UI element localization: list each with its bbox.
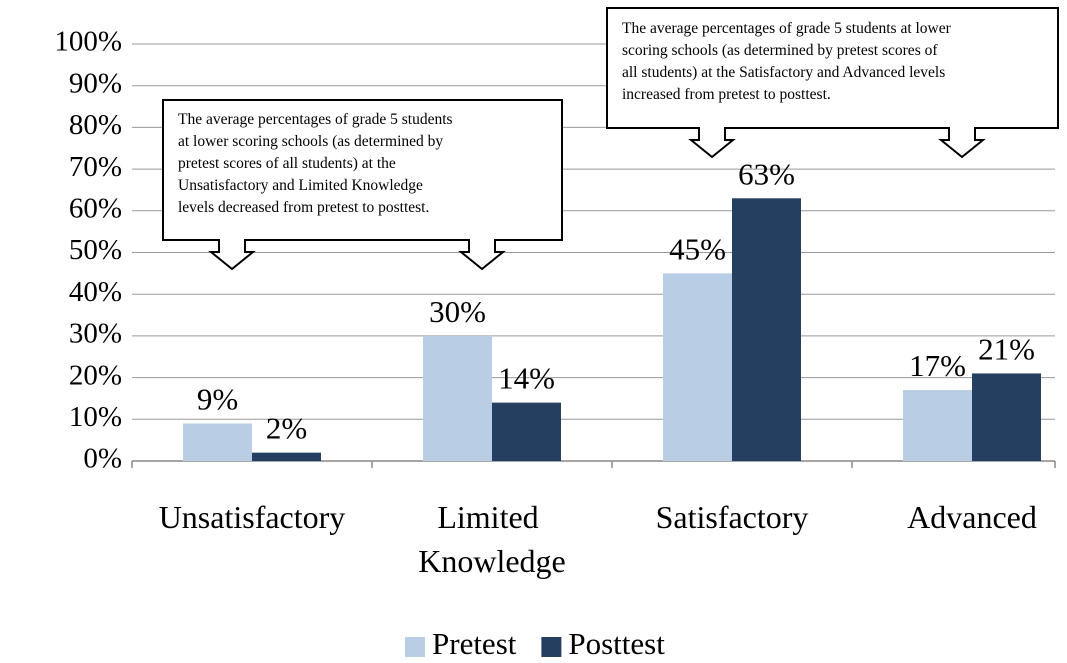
y-tick-label: 70% — [69, 151, 122, 183]
y-tick-label: 100% — [54, 26, 122, 58]
data-label: 30% — [429, 294, 486, 329]
y-tick-label: 20% — [69, 359, 122, 391]
y-tick-label: 0% — [83, 443, 122, 475]
callouts: The average percentages of grade 5 stude… — [162, 7, 1059, 271]
data-label: 2% — [266, 411, 307, 446]
callout-arrow — [938, 127, 986, 159]
y-tick-label: 40% — [69, 276, 122, 308]
x-tick-label: Satisfactory — [656, 499, 809, 535]
callout-box — [606, 7, 1059, 129]
bar — [183, 423, 252, 461]
bar — [903, 390, 972, 461]
y-tick-label: 60% — [69, 192, 122, 224]
annotation-text: pretest scores of all students) at the — [178, 155, 396, 172]
annotation-text: increased from pretest to posttest. — [622, 86, 831, 103]
annotation-text: The average percentages of grade 5 stude… — [178, 111, 453, 128]
callout-arrow — [458, 239, 506, 271]
y-tick-label: 30% — [69, 318, 122, 350]
callout-box — [162, 99, 563, 241]
annotation-text: at lower scoring schools (as determined … — [178, 133, 443, 150]
annotation-text: The average percentages of grade 5 stude… — [622, 20, 952, 37]
x-tick-label: Advanced — [907, 499, 1037, 535]
bar — [423, 335, 492, 461]
callout-arrow — [208, 239, 256, 271]
legend-label: Pretest — [432, 626, 517, 661]
data-label: 9% — [197, 381, 238, 416]
bar — [663, 273, 732, 461]
bar — [732, 198, 801, 462]
data-label: 21% — [978, 331, 1035, 366]
legend: Pretest Posttest — [405, 626, 665, 661]
y-tick-label: 50% — [69, 234, 122, 266]
data-label: 63% — [738, 156, 795, 191]
y-tick-label: 90% — [69, 67, 122, 99]
x-tick-label: Unsatisfactory — [159, 499, 346, 535]
plot-area: 0% 10% 20% 30% 40% 50% 60% 70% 80% 90% 100% Unsatis… — [54, 26, 1056, 579]
bar — [252, 452, 321, 461]
bar — [492, 402, 561, 461]
y-tick-label: 10% — [69, 401, 122, 433]
annotation-text: Unsatisfactory and Limited Knowledge — [178, 177, 423, 194]
legend-label: Posttest — [568, 626, 665, 661]
annotation-text: levels decreased from pretest to posttes… — [178, 199, 429, 216]
callout-arrow — [688, 127, 736, 159]
y-tick-label: 80% — [69, 109, 122, 141]
annotation-text: scoring schools (as determined by pretes… — [622, 42, 938, 59]
data-label: 17% — [909, 348, 966, 383]
bar — [972, 373, 1041, 461]
data-label: 14% — [498, 361, 555, 396]
legend-swatch — [541, 637, 562, 657]
legend-swatch — [405, 637, 425, 657]
data-label: 45% — [669, 231, 726, 266]
annotation-text: all students) at the Satisfactory and Ad… — [622, 64, 945, 81]
x-tick-label: Limited Knowledge — [418, 499, 566, 579]
